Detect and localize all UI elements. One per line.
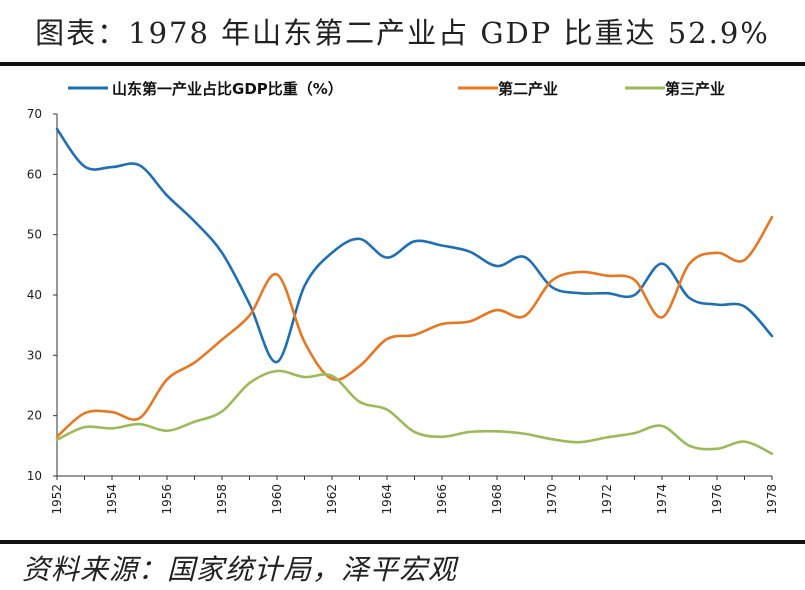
top-divider bbox=[0, 62, 805, 66]
x-tick-label: 1954 bbox=[105, 484, 119, 515]
x-tick-label: 1964 bbox=[380, 484, 394, 515]
legend: 山东第一产业占比GDP比重（%） 第二产业 第三产业 bbox=[68, 80, 725, 98]
tertiary-industry-line bbox=[55, 369, 774, 455]
x-tick-label: 1972 bbox=[600, 484, 614, 515]
x-tick-label: 1978 bbox=[765, 484, 779, 515]
chart-axes: 10 20 30 40 50 60 70 1952 1954 1956 1958 1960 1962 19… bbox=[27, 107, 779, 515]
legend-item-secondary: 第二产业 bbox=[458, 80, 558, 98]
legend-label: 第二产业 bbox=[498, 80, 558, 98]
secondary-industry-line bbox=[55, 215, 774, 439]
x-tick-label: 1976 bbox=[710, 484, 724, 515]
chart-title: 图表：1978 年山东第二产业占 GDP 比重达 52.9% bbox=[35, 16, 770, 50]
x-tick-label: 1966 bbox=[435, 484, 449, 515]
line-chart: 山东第一产业占比GDP比重（%） 第二产业 第三产业 102030405060701… bbox=[27, 80, 779, 515]
y-tick-label: 20 bbox=[27, 409, 42, 423]
x-tick-label: 1960 bbox=[270, 484, 284, 515]
x-tick-label: 1956 bbox=[160, 484, 174, 515]
source-note: 资料来源：国家统计局，泽平宏观 bbox=[22, 553, 458, 586]
x-tick-label: 1968 bbox=[490, 484, 504, 515]
chart-series bbox=[55, 127, 774, 455]
y-tick-label: 30 bbox=[27, 348, 42, 362]
y-tick-label: 50 bbox=[27, 228, 42, 242]
y-tick-label: 10 bbox=[27, 469, 42, 483]
x-tick-label: 1958 bbox=[215, 484, 229, 515]
bottom-divider bbox=[0, 540, 805, 544]
primary-industry-line bbox=[55, 127, 774, 364]
x-tick-label: 1952 bbox=[50, 484, 64, 515]
legend-item-tertiary: 第三产业 bbox=[625, 80, 725, 98]
legend-label: 山东第一产业占比GDP比重（%） bbox=[112, 80, 343, 98]
y-tick-label: 40 bbox=[27, 288, 42, 302]
x-tick-label: 1974 bbox=[655, 484, 669, 515]
y-tick-label: 70 bbox=[27, 107, 42, 121]
y-tick-label: 60 bbox=[27, 167, 42, 181]
legend-label: 第三产业 bbox=[665, 80, 725, 98]
legend-item-primary: 山东第一产业占比GDP比重（%） bbox=[68, 80, 343, 98]
x-tick-label: 1970 bbox=[545, 484, 559, 515]
x-tick-label: 1962 bbox=[325, 484, 339, 515]
